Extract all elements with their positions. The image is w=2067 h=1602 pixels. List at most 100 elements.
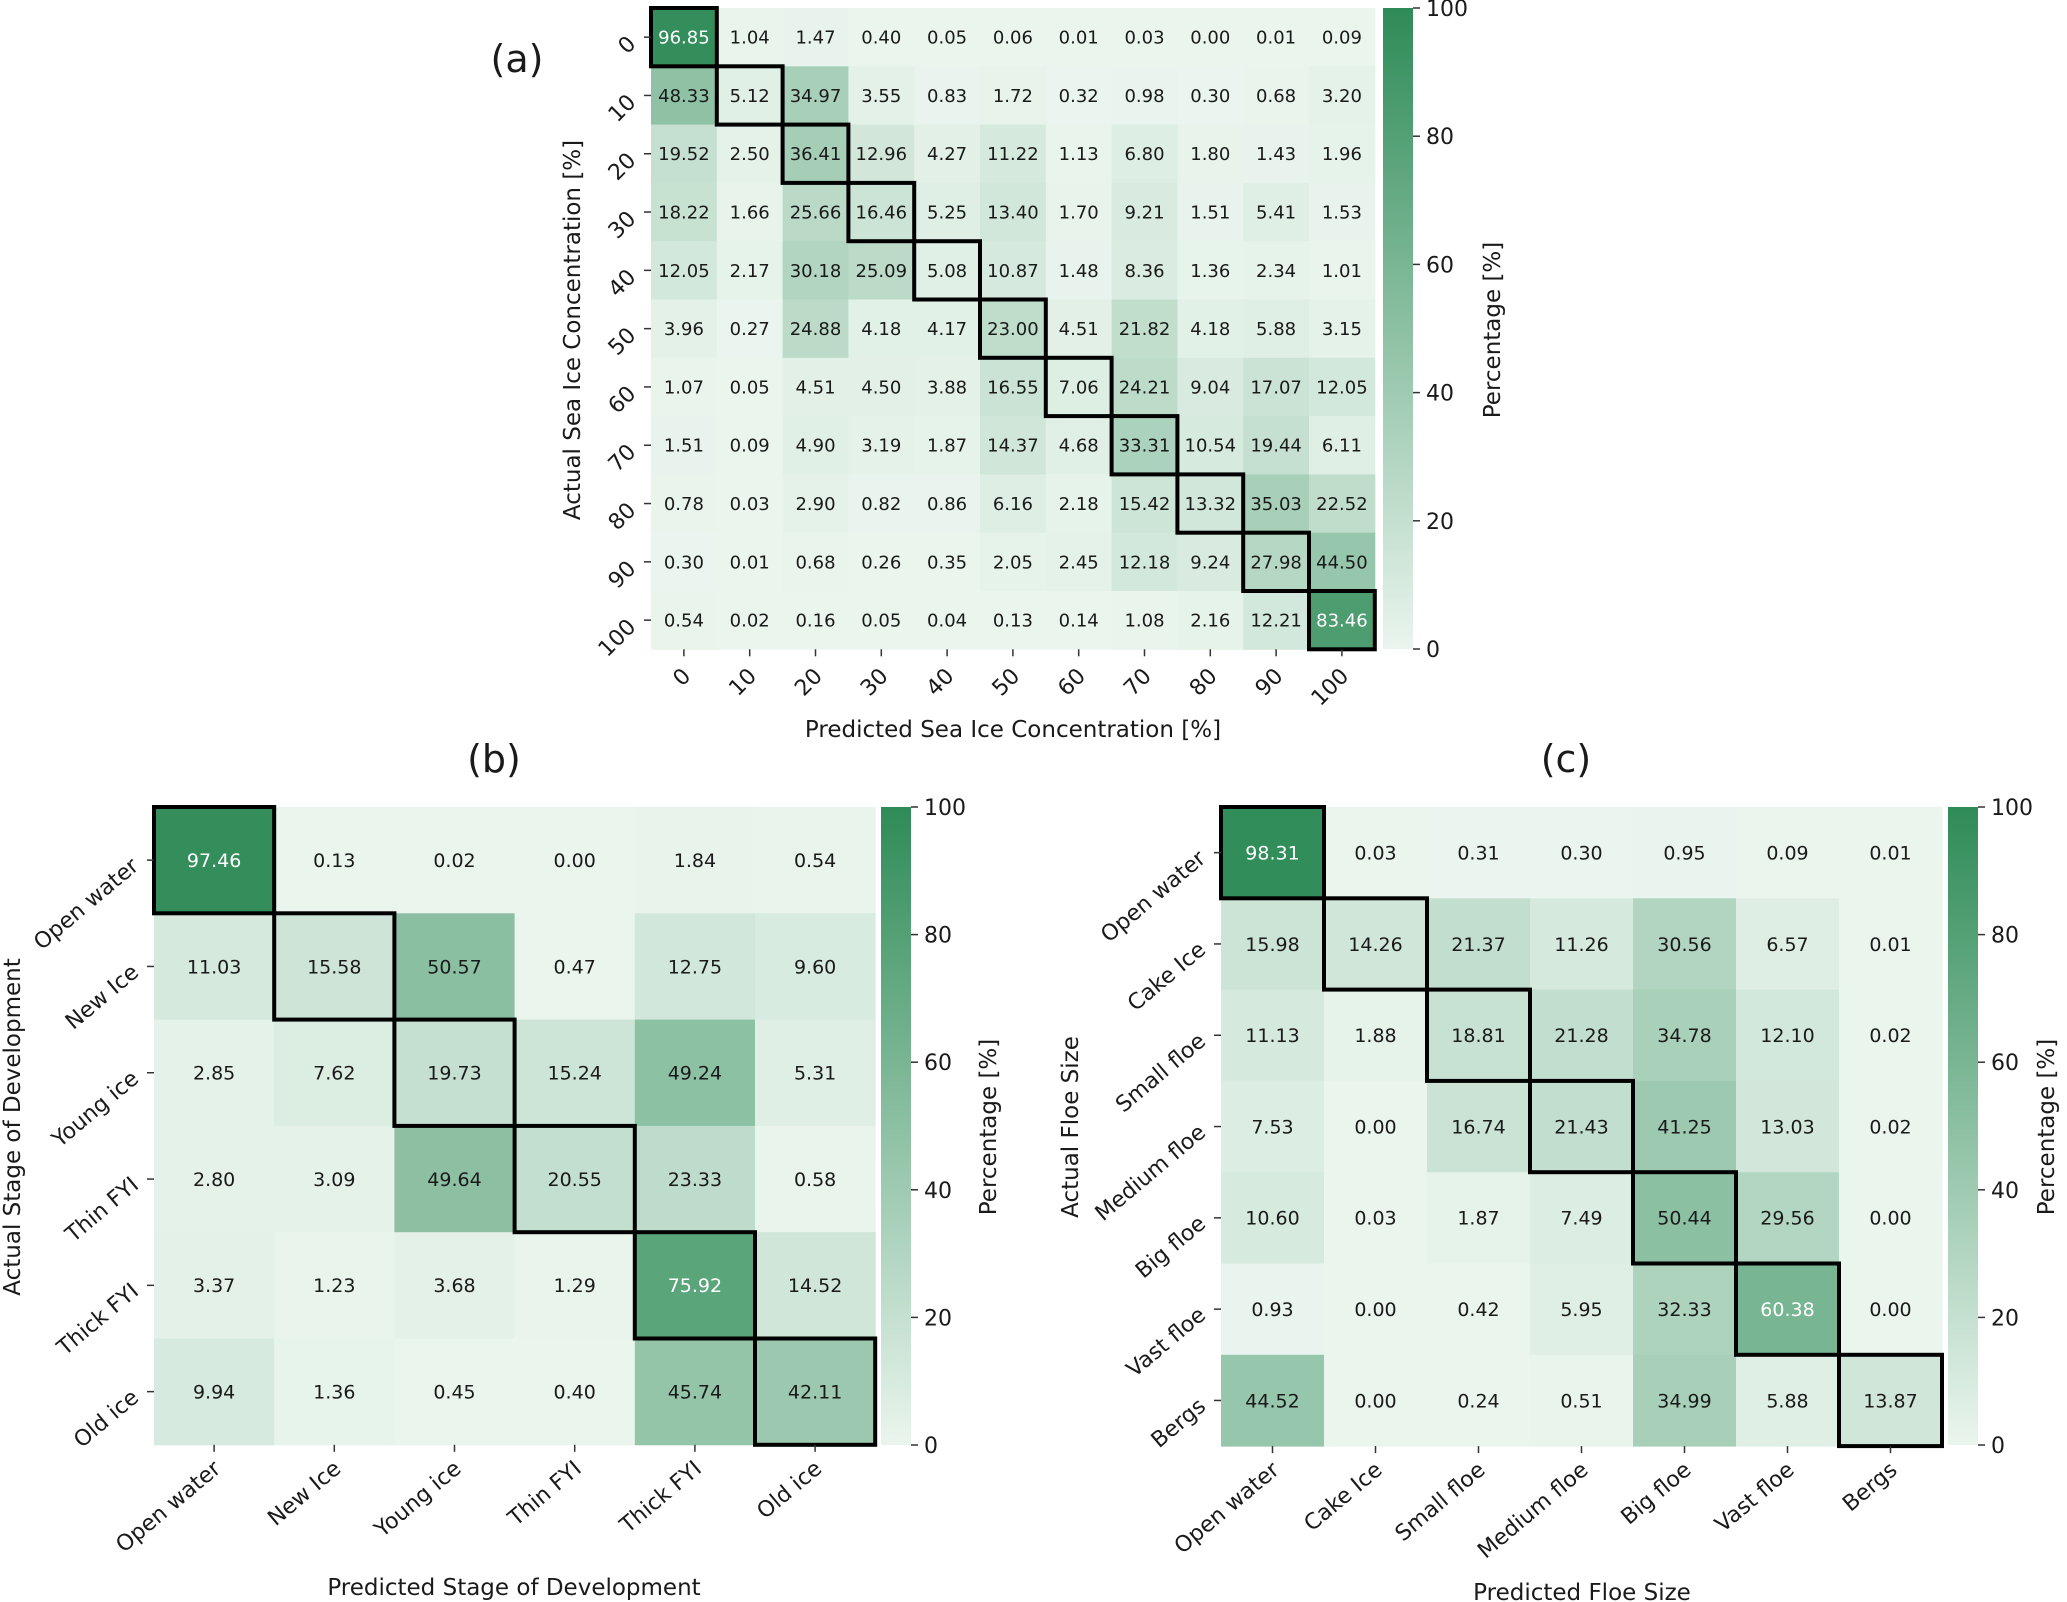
cell-value-label: 0.32 [1059,86,1099,107]
heatmap-cell [848,124,915,184]
cell-value-label: 1.08 [1124,611,1164,632]
heatmap-cell [1177,66,1244,126]
heatmap-cell [1839,898,1943,991]
heatmap-cell [716,416,784,475]
x-tick-label: 30 [856,664,893,701]
cell-value-label: 6.11 [1322,436,1362,457]
y-tick-label: Old ice [69,1385,143,1453]
heatmap-cell [782,124,849,184]
heatmap-cell [1045,8,1113,67]
cell-value-label: 4.51 [1059,319,1099,340]
heatmap-cell [514,807,636,914]
heatmap-cell [848,299,915,359]
cell-value-label: 4.68 [1059,436,1099,457]
heatmap-cell [914,591,981,650]
heatmap-cell [1177,532,1244,592]
heatmap-cell [1309,66,1376,126]
cell-value-label: 0.82 [861,494,901,515]
cell-value-label: 21.37 [1451,934,1505,956]
heatmap-cell [782,474,849,534]
heatmap-cell [1111,416,1178,475]
heatmap-cell [1839,989,1943,1082]
cell-value-label: 9.04 [1190,377,1230,398]
cell-value-label: 1.47 [795,28,835,49]
cell-value-label: 0.58 [794,1169,836,1191]
diagonal-box [1043,355,1114,419]
heatmap-cell [755,1232,876,1339]
x-tick-label: 100 [1307,664,1354,711]
cell-value-label: 3.20 [1322,86,1362,107]
panel-b-x-axis-label: Predicted Stage of Development [327,1575,700,1601]
cell-value-label: 0.98 [1124,86,1164,107]
cell-value-label: 75.92 [668,1275,722,1297]
x-tick-label: Bergs [1838,1458,1902,1517]
heatmap-cell [1324,807,1428,899]
heatmap-cell [1243,66,1310,126]
heatmap-cell [651,591,718,650]
heatmap-cell [782,241,849,300]
heatmap-cell [914,124,981,184]
cell-value-label: 0.35 [927,552,967,573]
heatmap-cell [716,591,784,650]
cell-value-label: 0.04 [927,611,967,632]
cell-value-label: 4.50 [861,377,901,398]
panel-b-colorbar-label: Percentage [%] [976,1039,1002,1216]
heatmap-cell [1427,807,1531,899]
heatmap-cell [274,1338,395,1446]
cell-value-label: 0.00 [1869,1208,1911,1230]
heatmap-cell [274,1232,395,1339]
heatmap-cell [1633,1263,1737,1356]
cell-value-label: 5.25 [927,203,967,224]
heatmap-cell [651,8,718,67]
cell-value-label: 4.18 [1190,319,1230,340]
cell-value-label: 0.02 [433,850,475,872]
panel-b-y-axis-label: Actual Stage of Development [0,958,26,1295]
heatmap-cell [716,474,784,534]
cell-value-label: 0.26 [861,552,901,573]
cell-value-label: 1.80 [1190,144,1230,165]
colorbar-tick-label: 40 [1426,382,1454,407]
cell-value-label: 24.21 [1119,377,1171,398]
heatmap-cell [1243,8,1310,67]
y-tick-label: Medium floe [1091,1120,1211,1226]
heatmap-cell [980,357,1047,417]
cell-value-label: 0.30 [664,552,704,573]
cell-value-label: 1.36 [313,1381,355,1403]
cell-value-label: 34.97 [790,86,842,107]
y-tick-label: 70 [604,440,641,477]
cell-value-label: 16.46 [856,203,908,224]
heatmap-cell [755,1019,876,1127]
heatmap-cell [1177,182,1244,242]
panel-c-y-axis-label: Actual Floe Size [1058,1036,1084,1218]
heatmap-cell [782,66,849,126]
heatmap-cell [1045,357,1113,417]
heatmap-cell [716,241,784,300]
cell-value-label: 0.40 [861,28,901,49]
cell-value-label: 17.07 [1250,377,1302,398]
heatmap-cell [1839,1172,1943,1264]
heatmap-cell [634,913,756,1021]
cell-value-label: 1.66 [730,203,770,224]
diagonal-box [1425,987,1532,1083]
cell-value-label: 18.81 [1451,1025,1505,1047]
heatmap-cell [394,1019,516,1127]
cell-value-label: 3.88 [927,377,967,398]
heatmap-cell [1045,241,1113,300]
heatmap-cell [1736,1354,1840,1447]
cell-value-label: 1.43 [1256,144,1296,165]
cell-value-label: 34.99 [1657,1390,1711,1412]
cell-value-label: 5.08 [927,261,967,282]
cell-value-label: 13.87 [1863,1390,1917,1412]
x-tick-label: 60 [1053,664,1090,701]
cell-value-label: 0.00 [1354,1299,1396,1321]
cell-value-label: 7.53 [1251,1116,1293,1138]
cell-value-label: 3.68 [433,1275,475,1297]
cell-value-label: 32.33 [1657,1299,1711,1321]
cell-value-label: 60.38 [1760,1299,1814,1321]
cell-value-label: 13.32 [1185,494,1237,515]
cell-value-label: 5.88 [1256,319,1296,340]
colorbar-tick-label: 60 [924,1051,952,1076]
x-tick-label: 70 [1119,664,1156,701]
cell-value-label: 0.24 [1457,1390,1499,1412]
cell-value-label: 36.41 [790,144,842,165]
